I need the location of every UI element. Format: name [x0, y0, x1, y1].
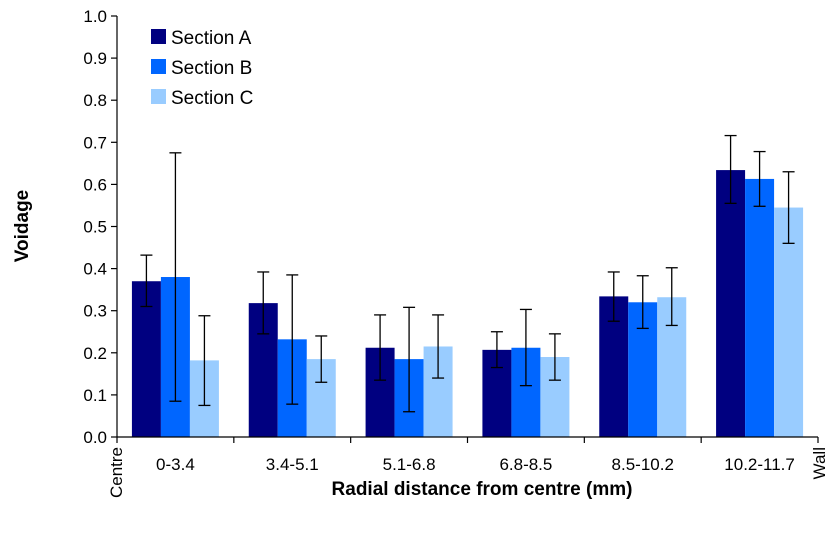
y-tick-label: 0.5: [83, 218, 107, 237]
legend-label: Section C: [171, 88, 253, 109]
x-tick-label: 6.8-8.5: [499, 455, 552, 474]
bar: [716, 170, 746, 437]
y-tick-label: 0.7: [83, 133, 107, 152]
y-tick-label: 1.0: [83, 7, 107, 26]
x-axis-title: Radial distance from centre (mm): [332, 479, 633, 500]
y-tick-label: 0.9: [83, 49, 107, 68]
y-tick-label: 0.2: [83, 344, 107, 363]
y-tick-label: 0.1: [83, 386, 107, 405]
legend-swatch: [151, 29, 166, 44]
tick-labels-layer: 0.0 0.1 0.2 0.3 0.4 0.5 0.6 0.7 0.8 0.9 1.0 0-3.4 3.…: [83, 7, 795, 474]
bar: [131, 281, 161, 437]
legend-swatch: [151, 59, 166, 74]
y-tick-label: 0.4: [83, 260, 107, 279]
centre-edge-label: Centre: [107, 447, 126, 498]
axes-layer: [111, 15, 819, 443]
legend-label: Section B: [171, 58, 252, 79]
x-tick-label: 10.2-11.7: [724, 455, 795, 474]
x-tick-label: 8.5-10.2: [612, 455, 674, 474]
y-tick-label: 0.6: [83, 175, 107, 194]
x-tick-label: 0-3.4: [156, 455, 195, 474]
y-tick-label: 0.8: [83, 91, 107, 110]
x-tick-label: 5.1-6.8: [383, 455, 436, 474]
y-tick-label: 0.0: [83, 428, 107, 447]
wall-edge-label: Wall: [810, 447, 829, 479]
bar: [774, 207, 804, 437]
x-tick-label: 3.4-5.1: [266, 455, 319, 474]
legend-label: Section A: [171, 28, 252, 49]
y-axis-title: Voidage: [12, 190, 33, 263]
legend-swatch: [151, 89, 166, 104]
legend: Section A Section B Section C: [151, 28, 253, 109]
y-tick-label: 0.3: [83, 302, 107, 321]
error-bars-layer: [140, 134, 795, 413]
bars-layer: [131, 170, 804, 437]
bar: [745, 178, 775, 437]
